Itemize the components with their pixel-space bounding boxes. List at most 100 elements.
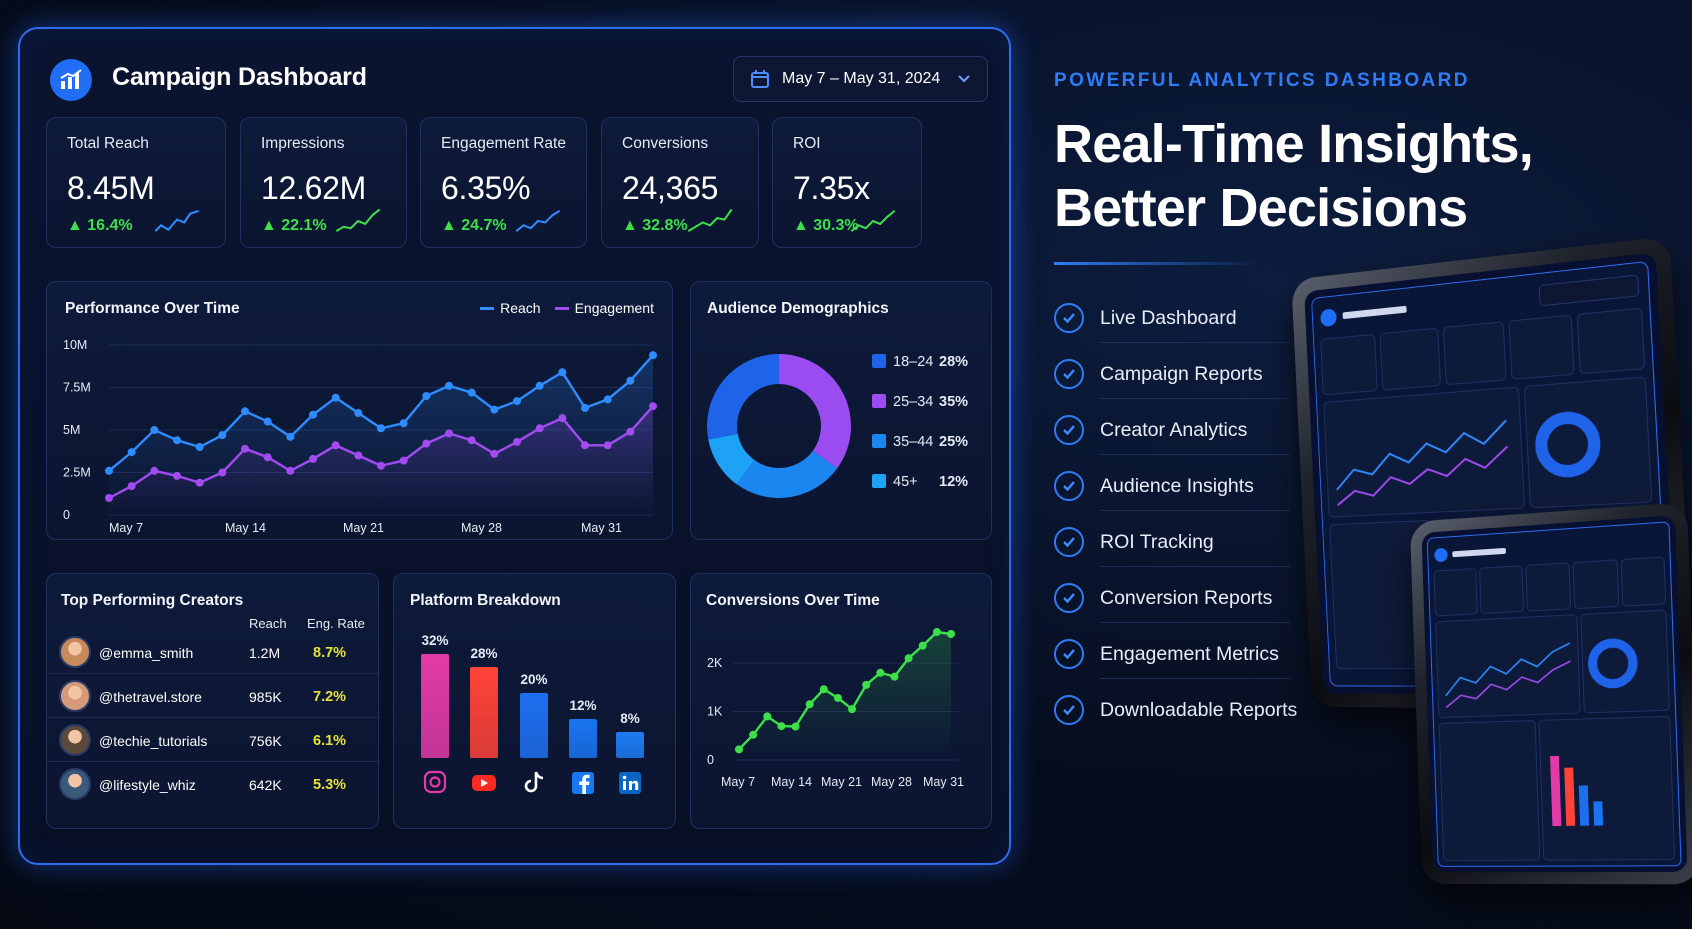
creator-eng-rate: 6.1% — [313, 733, 346, 749]
checkmark-icon — [1054, 415, 1084, 445]
tablet-screen-small — [1421, 515, 1687, 872]
y-tick-label: 0 — [63, 508, 70, 522]
data-point — [105, 467, 113, 475]
kpi-label: Conversions — [622, 135, 708, 153]
y-tick-label: 7.5M — [63, 381, 91, 395]
data-point — [286, 467, 294, 475]
data-point — [820, 685, 828, 693]
kpi-card-3: Conversions 24,365 ▲ 32.8% — [601, 117, 759, 248]
kpi-change-value: 16.4% — [87, 217, 132, 234]
data-point — [626, 428, 634, 436]
trend-up-icon: ▲ — [622, 217, 642, 234]
data-point — [468, 436, 476, 444]
data-point — [173, 472, 181, 480]
data-point — [848, 705, 856, 713]
avatar — [59, 680, 91, 712]
data-point — [735, 745, 743, 753]
promo-headline: Real-Time Insights, Better Decisions — [1054, 112, 1533, 240]
creator-reach: 985K — [249, 689, 282, 705]
demographic-label: 45+ — [893, 474, 918, 490]
feature-item: Downloadable Reports — [1054, 682, 1284, 738]
data-point — [581, 441, 589, 449]
kpi-value: 8.45M — [67, 170, 154, 207]
sparkline-icon — [506, 208, 570, 234]
data-point — [196, 479, 204, 487]
y-tick-label: 10M — [63, 338, 87, 352]
data-point — [173, 436, 181, 444]
x-tick-label: May 31 — [923, 775, 964, 789]
feature-label: Audience Insights — [1100, 475, 1254, 498]
data-point — [354, 409, 362, 417]
data-point — [763, 712, 771, 720]
trend-up-icon: ▲ — [261, 217, 281, 234]
tablet-dashboard-preview-small — [1421, 515, 1687, 872]
kpi-label: Total Reach — [67, 135, 149, 153]
performance-line-chart: 10M7.5M5M2.5M0May 7 May 14 May 21 May 28 May… — [47, 282, 674, 541]
col-header-eng-rate: Eng. Rate — [307, 616, 365, 631]
demographic-label: 25–34 — [893, 394, 933, 410]
kpi-label: ROI — [793, 135, 821, 153]
kpi-card-4: ROI 7.35x ▲ 30.3% — [772, 117, 922, 248]
avatar — [59, 724, 91, 756]
platform-card: Platform Breakdown 32% 28% 20% 12% 8% — [393, 573, 676, 829]
data-point — [933, 628, 941, 636]
legend-swatch — [872, 394, 886, 408]
x-tick-label: May 14 — [225, 521, 266, 535]
creators-title: Top Performing Creators — [61, 592, 243, 610]
data-point — [264, 453, 272, 461]
promo-kicker: POWERFUL ANALYTICS DASHBOARD — [1054, 70, 1470, 92]
table-row[interactable]: @thetravel.store 985K 7.2% — [47, 674, 380, 718]
y-tick-label: 2.5M — [63, 466, 91, 480]
feature-item: Conversion Reports — [1054, 570, 1284, 626]
data-point — [536, 424, 544, 432]
checkmark-icon — [1054, 639, 1084, 669]
feature-divider — [1100, 398, 1290, 399]
data-point — [445, 429, 453, 437]
data-point — [490, 450, 498, 458]
table-row[interactable]: @techie_tutorials 756K 6.1% — [47, 718, 380, 762]
data-point — [834, 694, 842, 702]
data-point — [558, 368, 566, 376]
trend-up-icon: ▲ — [441, 217, 461, 234]
kpi-value: 24,365 — [622, 170, 718, 207]
data-point — [400, 457, 408, 465]
feature-divider — [1100, 454, 1290, 455]
data-point — [536, 382, 544, 390]
y-tick-label: 1K — [707, 705, 723, 719]
feature-label: Campaign Reports — [1100, 363, 1263, 386]
data-point — [105, 494, 113, 502]
feature-item: ROI Tracking — [1054, 514, 1284, 570]
feature-divider — [1100, 566, 1290, 567]
kpi-card-0: Total Reach 8.45M ▲ 16.4% — [46, 117, 226, 248]
demographic-label: 35–44 — [893, 434, 933, 450]
date-range-picker[interactable]: May 7 – May 31, 2024 — [733, 56, 988, 102]
data-point — [128, 448, 136, 456]
creator-handle: @thetravel.store — [99, 689, 202, 705]
data-point — [876, 669, 884, 677]
x-tick-label: May 28 — [461, 521, 502, 535]
data-point — [400, 419, 408, 427]
table-row[interactable]: @emma_smith 1.2M 8.7% — [47, 630, 380, 674]
data-point — [749, 731, 757, 739]
data-point — [422, 440, 430, 448]
promo-headline-line-1: Real-Time Insights, — [1054, 112, 1533, 176]
bar-value-label: 32% — [421, 633, 448, 648]
feature-divider — [1100, 510, 1290, 511]
feature-item: Campaign Reports — [1054, 346, 1284, 402]
feature-divider — [1100, 622, 1290, 623]
data-point — [150, 467, 158, 475]
conversions-card: Conversions Over Time 2K 1K 0 May 7 May 14 Ma… — [690, 573, 992, 829]
kpi-label: Impressions — [261, 135, 345, 153]
sparkline-icon — [326, 208, 390, 234]
bar-value-label: 28% — [470, 646, 497, 661]
y-tick-label: 2K — [707, 656, 723, 670]
data-point — [309, 455, 317, 463]
legend-swatch — [872, 354, 886, 368]
data-point — [218, 469, 226, 477]
demographics-card: Audience Demographics 18–24 28% 25–34 35% 35… — [690, 281, 992, 540]
avatar — [59, 636, 91, 668]
feature-label: Conversion Reports — [1100, 587, 1272, 610]
feature-divider — [1100, 678, 1290, 679]
trend-up-icon: ▲ — [793, 217, 813, 234]
table-row[interactable]: @lifestyle_whiz 642K 5.3% — [47, 762, 380, 806]
